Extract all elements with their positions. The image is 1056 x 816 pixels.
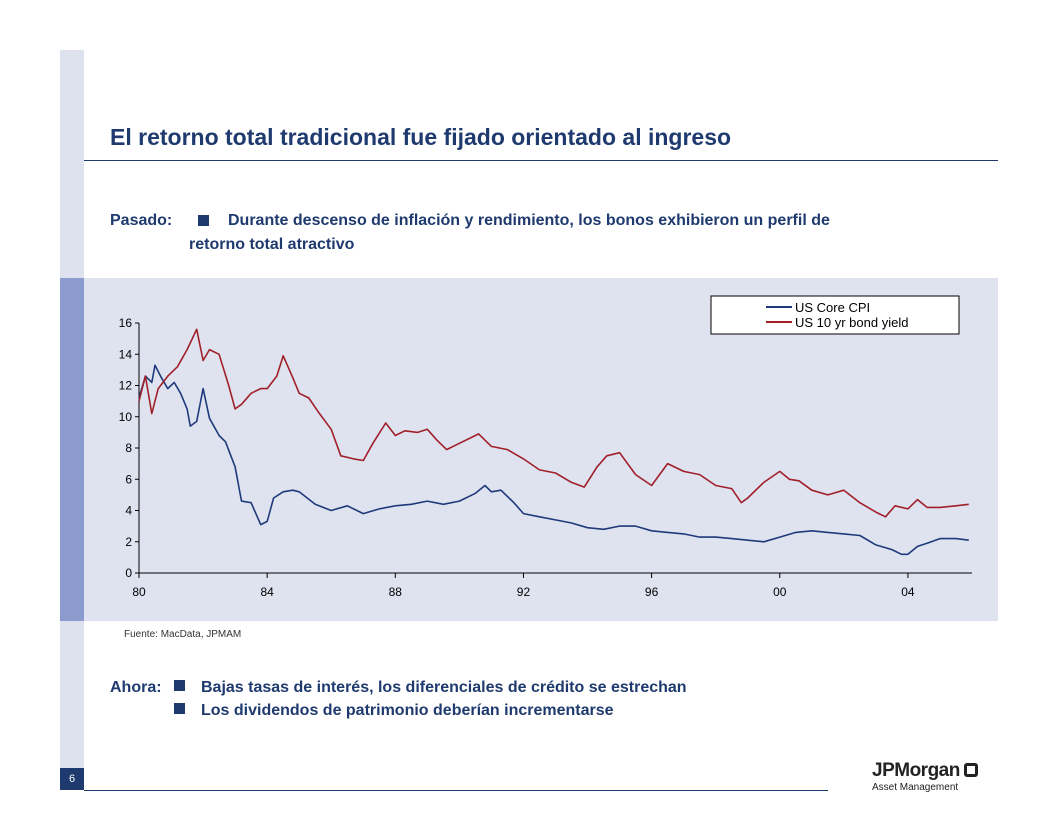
y-tick-label: 10 (119, 410, 133, 424)
now-bullet-icon (174, 680, 185, 691)
y-tick-label: 2 (125, 535, 132, 549)
bottom-rule (84, 790, 828, 791)
y-tick-label: 12 (119, 379, 133, 393)
y-tick-label: 6 (125, 472, 132, 486)
now-label: Ahora: (110, 679, 162, 696)
y-tick-label: 14 (119, 347, 133, 361)
y-tick-label: 16 (119, 316, 133, 330)
slide-title: El retorno total tradicional fue fijado … (110, 124, 732, 150)
left-strip-accent (60, 278, 84, 621)
x-tick-label: 04 (901, 585, 915, 599)
past-label: Pasado: (110, 212, 173, 229)
now-item-text: Los dividendos de patrimonio deberían in… (201, 702, 614, 719)
line-chart: 0 2 4 6 8 10 12 14 16 80 84 88 92 96 00 04 US Core CPI … (119, 295, 972, 599)
now-item-1: Bajas tasas de interés, los diferenciale… (174, 679, 687, 697)
source-note: Fuente: MacData, JPMAM (124, 629, 242, 640)
past-text-line2: retorno total atractivo (189, 236, 355, 253)
title-rule (84, 160, 998, 161)
now-item-text: Bajas tasas de interés, los diferenciale… (201, 679, 687, 696)
legend-label-yield: US 10 yr bond yield (795, 315, 908, 330)
series-line-us-10yr-bond-yield (138, 328, 969, 518)
jpmorgan-logo: JPMorgan Asset Management (872, 760, 978, 793)
series-line-us-core-cpi (138, 364, 969, 556)
x-tick-label: 92 (517, 585, 531, 599)
now-item-2: Los dividendos de patrimonio deberían in… (174, 702, 614, 720)
x-tick-label: 84 (260, 585, 274, 599)
y-tick-label: 8 (125, 441, 132, 455)
x-tick-label: 96 (645, 585, 659, 599)
now-bullet-icon (174, 703, 185, 714)
logo-name: JPMorgan (872, 760, 978, 782)
legend-label-cpi: US Core CPI (795, 300, 870, 315)
logo-name-text: JPMorgan (872, 760, 960, 781)
y-tick-label: 0 (125, 566, 132, 580)
past-bullet-icon (198, 215, 209, 226)
x-tick-label: 80 (132, 585, 146, 599)
legend-box (710, 295, 960, 335)
y-tick-label: 4 (125, 504, 132, 518)
chart-panel (84, 278, 998, 621)
x-tick-label: 00 (773, 585, 787, 599)
octagon-logo-icon (963, 763, 978, 777)
x-tick-label: 88 (389, 585, 403, 599)
chart-axes: 0 2 4 6 8 10 12 14 16 80 84 88 92 96 00 04 (119, 316, 972, 599)
past-text-line1: Durante descenso de inflación y rendimie… (228, 212, 830, 229)
chart-series (138, 328, 969, 556)
chart-legend: US Core CPI US 10 yr bond yield (710, 295, 960, 335)
page-number: 6 (60, 768, 84, 790)
logo-subtitle: Asset Management (872, 782, 959, 793)
